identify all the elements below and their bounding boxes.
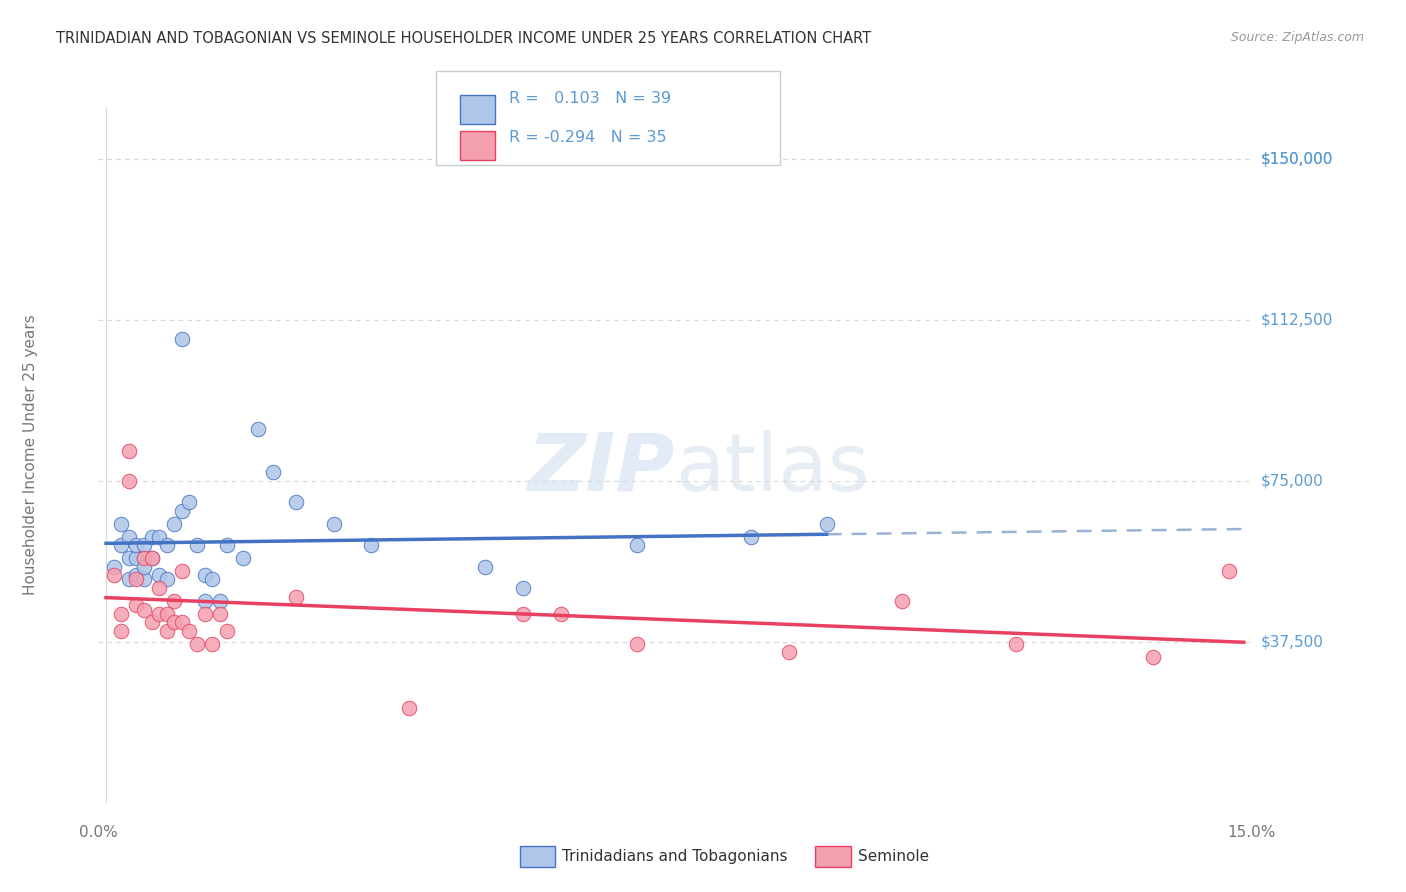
Point: [891, 594, 914, 608]
Point: [170, 564, 193, 578]
Point: [118, 573, 141, 587]
Point: [284, 590, 307, 604]
Point: [118, 443, 141, 458]
Point: [156, 573, 179, 587]
Point: [170, 504, 193, 518]
Point: [103, 559, 125, 574]
Point: [201, 637, 224, 651]
Point: [322, 516, 344, 531]
Point: [125, 538, 148, 552]
Point: [132, 551, 155, 566]
Point: [110, 516, 132, 531]
Point: [103, 568, 125, 582]
Point: [118, 551, 141, 566]
Point: [148, 607, 170, 621]
Point: [360, 538, 382, 552]
Point: [110, 624, 132, 638]
Point: [186, 538, 208, 552]
Point: [246, 422, 269, 436]
Text: $37,500: $37,500: [1261, 634, 1324, 649]
Point: [163, 594, 186, 608]
Point: [740, 529, 762, 543]
Point: [141, 551, 163, 566]
Point: [1005, 637, 1028, 651]
Point: [231, 551, 253, 566]
Text: ZIP: ZIP: [527, 430, 675, 508]
Point: [118, 529, 141, 543]
Point: [512, 581, 534, 595]
Point: [626, 538, 648, 552]
Point: [208, 607, 231, 621]
Point: [179, 624, 201, 638]
Point: [132, 573, 155, 587]
Point: [170, 332, 193, 346]
Point: [156, 607, 179, 621]
Text: R = -0.294   N = 35: R = -0.294 N = 35: [509, 130, 666, 145]
Point: [201, 573, 224, 587]
Point: [626, 637, 648, 651]
Point: [284, 495, 307, 509]
Point: [194, 594, 217, 608]
Point: [474, 559, 496, 574]
Point: [132, 538, 155, 552]
Point: [778, 645, 800, 659]
Point: [512, 607, 534, 621]
Point: [141, 529, 163, 543]
Point: [156, 538, 179, 552]
Text: $150,000: $150,000: [1261, 151, 1333, 166]
Text: atlas: atlas: [675, 430, 869, 508]
Point: [118, 474, 141, 488]
Point: [125, 573, 148, 587]
Point: [550, 607, 572, 621]
Text: Source: ZipAtlas.com: Source: ZipAtlas.com: [1230, 31, 1364, 45]
Point: [132, 559, 155, 574]
Point: [208, 594, 231, 608]
Point: [815, 516, 838, 531]
Point: [194, 607, 217, 621]
Point: [110, 607, 132, 621]
Text: Trinidadians and Tobagonians: Trinidadians and Tobagonians: [562, 849, 787, 863]
Point: [217, 538, 239, 552]
Point: [262, 465, 284, 479]
Point: [125, 568, 148, 582]
Text: R =   0.103   N = 39: R = 0.103 N = 39: [509, 91, 671, 106]
Text: Seminole: Seminole: [858, 849, 929, 863]
Point: [110, 538, 132, 552]
Point: [141, 615, 163, 630]
Point: [398, 701, 420, 715]
Text: $150,000: $150,000: [1261, 151, 1333, 166]
Point: [163, 615, 186, 630]
Point: [1218, 564, 1240, 578]
Point: [1142, 649, 1164, 664]
Text: TRINIDADIAN AND TOBAGONIAN VS SEMINOLE HOUSEHOLDER INCOME UNDER 25 YEARS CORRELA: TRINIDADIAN AND TOBAGONIAN VS SEMINOLE H…: [56, 31, 872, 46]
Text: $75,000: $75,000: [1261, 473, 1324, 488]
Point: [170, 615, 193, 630]
Point: [186, 637, 208, 651]
Point: [217, 624, 239, 638]
Point: [148, 581, 170, 595]
Point: [163, 516, 186, 531]
Point: [141, 551, 163, 566]
Point: [132, 602, 155, 616]
Text: 0.0%: 0.0%: [79, 825, 118, 840]
Point: [156, 624, 179, 638]
Text: Householder Income Under 25 years: Householder Income Under 25 years: [24, 315, 38, 595]
Text: 15.0%: 15.0%: [1227, 825, 1275, 840]
Text: $112,500: $112,500: [1261, 312, 1333, 327]
Point: [194, 568, 217, 582]
Point: [148, 568, 170, 582]
Point: [125, 551, 148, 566]
Point: [179, 495, 201, 509]
Point: [125, 599, 148, 613]
Point: [148, 529, 170, 543]
